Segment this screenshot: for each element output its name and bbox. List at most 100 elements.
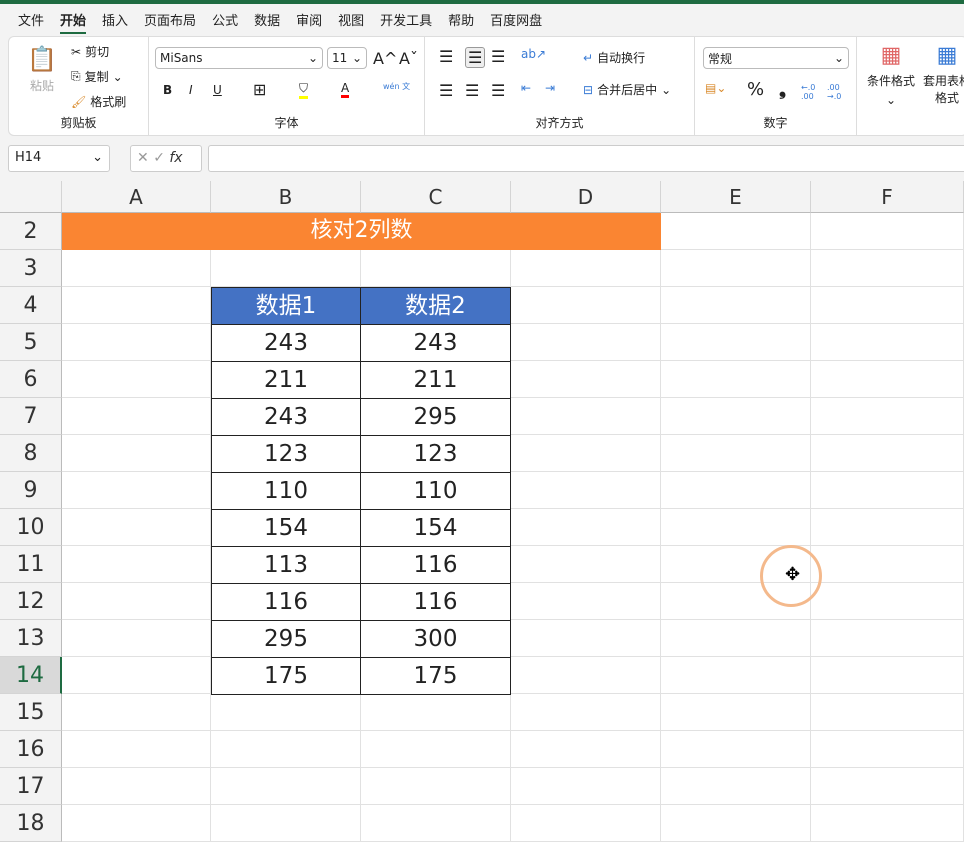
cell[interactable] [811,694,964,731]
menu-tab-5[interactable]: 数据 [254,13,281,29]
paste-button[interactable]: 📋 粘贴 [27,45,57,94]
copy-button[interactable]: ⎘ 复制 ⌄ [71,68,123,85]
cell[interactable] [661,805,811,842]
menu-tab-7[interactable]: 视图 [338,13,365,29]
cell[interactable] [811,435,964,472]
column-header-A[interactable]: A [62,181,211,213]
cell[interactable] [811,250,964,287]
cell[interactable] [211,250,361,287]
cell[interactable] [361,805,511,842]
cell[interactable] [811,287,964,324]
phonetic-button[interactable]: wén 文 [383,82,411,91]
cell[interactable] [511,805,661,842]
cell[interactable] [811,731,964,768]
cell[interactable] [511,657,661,694]
cell[interactable] [62,546,211,583]
align-middle-icon[interactable]: ☰ [465,47,486,68]
percent-button[interactable]: % [747,79,765,100]
data-cell[interactable]: 123 [211,435,361,473]
align-top-icon[interactable]: ☰ [439,47,454,66]
menu-tab-3[interactable]: 页面布局 [144,13,197,29]
name-box[interactable]: H14 ⌄ [8,145,110,172]
cell[interactable] [661,361,811,398]
cell[interactable] [511,583,661,620]
menu-tab-8[interactable]: 开发工具 [380,13,433,29]
menu-tab-2[interactable]: 插入 [102,13,129,29]
cell[interactable] [211,731,361,768]
decrease-decimal-button[interactable]: .00 →.0 [827,83,842,101]
data-cell[interactable]: 300 [360,620,511,658]
cancel-icon[interactable]: ✕ [137,150,149,166]
cell[interactable] [62,768,211,805]
fill-color-icon[interactable]: ⛉ [299,81,309,99]
cell[interactable] [62,583,211,620]
row-header-3[interactable]: 3 [0,250,62,287]
cell[interactable] [661,287,811,324]
data-cell[interactable]: 243 [360,324,511,362]
column-header-cell[interactable]: 数据2 [360,287,511,325]
row-header-13[interactable]: 13 [0,620,62,657]
cell[interactable] [62,694,211,731]
row-header-5[interactable]: 5 [0,324,62,361]
row-header-14[interactable]: 14 [0,657,62,694]
border-icon[interactable]: ⊞ [253,80,267,99]
merge-center-button[interactable]: ⊟ 合并后居中 ⌄ [583,81,671,98]
row-header-10[interactable]: 10 [0,509,62,546]
row-header-16[interactable]: 16 [0,731,62,768]
cell[interactable] [62,805,211,842]
menu-tab-10[interactable]: 百度网盘 [490,13,543,29]
cell[interactable] [811,324,964,361]
cell[interactable] [811,361,964,398]
row-header-11[interactable]: 11 [0,546,62,583]
cell[interactable] [361,768,511,805]
data-cell[interactable]: 154 [360,509,511,547]
menu-tab-0[interactable]: 文件 [18,13,45,29]
decrease-indent-icon[interactable]: ⇤ [521,81,532,95]
cell[interactable] [661,620,811,657]
cell[interactable] [811,768,964,805]
conditional-format-button[interactable]: ▦ 条件格式 ⌄ [865,43,917,107]
cell[interactable] [62,657,211,694]
cell[interactable] [511,287,661,324]
cell[interactable] [661,435,811,472]
cell[interactable] [811,805,964,842]
cell[interactable] [661,583,811,620]
data-cell[interactable]: 116 [211,583,361,621]
increase-indent-icon[interactable]: ⇥ [545,81,556,95]
cell[interactable] [661,509,811,546]
orientation-icon[interactable]: ab↗ [521,47,547,61]
cell[interactable] [811,620,964,657]
cell[interactable] [62,731,211,768]
grow-font-button[interactable]: A^ [373,49,398,68]
data-cell[interactable]: 211 [211,361,361,399]
spreadsheet-grid[interactable]: A B C D E F 2 3 4 5 6 7 8 9 10 11 12 13 14 15 16 17 18 核对2列数 数据1… [0,181,964,842]
align-bottom-icon[interactable]: ☰ [491,47,506,66]
wrap-text-button[interactable]: ↵ 自动换行 [583,49,645,66]
select-all-corner[interactable] [0,181,62,213]
cell[interactable] [511,361,661,398]
cell[interactable] [511,620,661,657]
cell[interactable] [811,583,964,620]
cell[interactable] [62,361,211,398]
cell[interactable] [511,731,661,768]
data-cell[interactable]: 116 [360,546,511,584]
column-header-F[interactable]: F [811,181,964,213]
cell[interactable] [211,805,361,842]
format-painter-button[interactable]: 🖌 格式刷 [71,93,126,110]
cell[interactable] [62,472,211,509]
cell[interactable] [811,657,964,694]
cut-button[interactable]: ✂ 剪切 [71,43,109,60]
font-color-button[interactable]: A [341,81,350,98]
accounting-icon[interactable]: ▤⌄ [705,81,727,95]
cell[interactable] [511,768,661,805]
column-header-C[interactable]: C [361,181,511,213]
cell[interactable] [211,768,361,805]
data-cell[interactable]: 110 [360,472,511,510]
check-icon[interactable]: ✓ [153,150,165,166]
data-cell[interactable]: 295 [211,620,361,658]
format-as-table-button[interactable]: ▦ 套用表格格式 [919,43,964,106]
cell[interactable] [511,509,661,546]
cell[interactable] [62,324,211,361]
cell[interactable] [62,435,211,472]
cell[interactable] [511,250,661,287]
